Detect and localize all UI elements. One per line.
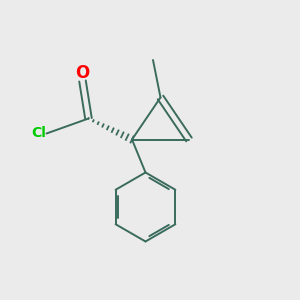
Text: O: O xyxy=(75,64,90,82)
Text: Cl: Cl xyxy=(32,127,46,140)
